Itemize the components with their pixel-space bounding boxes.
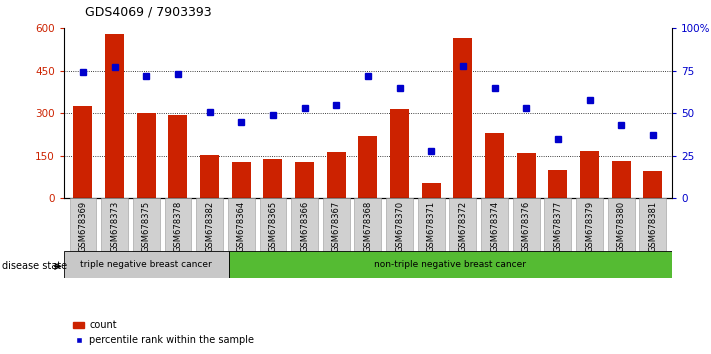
Bar: [105, 34, 124, 198]
Bar: [133, 198, 160, 253]
Bar: [169, 115, 188, 198]
Bar: [264, 159, 282, 198]
Bar: [260, 198, 287, 253]
Bar: [229, 251, 672, 278]
Text: GSM678378: GSM678378: [173, 201, 183, 252]
Bar: [517, 154, 536, 198]
Legend: count, percentile rank within the sample: count, percentile rank within the sample: [69, 316, 258, 349]
Bar: [355, 198, 381, 253]
Text: GSM678375: GSM678375: [141, 201, 151, 252]
Bar: [580, 151, 599, 198]
Text: GSM678368: GSM678368: [363, 201, 373, 252]
Bar: [422, 183, 441, 198]
Text: GSM678364: GSM678364: [237, 201, 246, 252]
Text: GSM678374: GSM678374: [490, 201, 499, 252]
Text: disease state: disease state: [2, 261, 68, 271]
Bar: [295, 162, 314, 198]
Text: GSM678365: GSM678365: [269, 201, 277, 252]
Bar: [101, 198, 128, 253]
Bar: [73, 106, 92, 198]
Bar: [327, 152, 346, 198]
Text: GSM678372: GSM678372: [459, 201, 467, 252]
Text: GSM678380: GSM678380: [616, 201, 626, 252]
Text: GSM678371: GSM678371: [427, 201, 436, 252]
Text: GSM678369: GSM678369: [78, 201, 87, 252]
Text: GSM678382: GSM678382: [205, 201, 214, 252]
Text: GSM678381: GSM678381: [648, 201, 658, 252]
Bar: [358, 136, 378, 198]
Text: GSM678367: GSM678367: [332, 201, 341, 252]
Bar: [164, 198, 191, 253]
Text: GSM678377: GSM678377: [553, 201, 562, 252]
Bar: [454, 38, 472, 198]
Bar: [228, 198, 255, 253]
Bar: [323, 198, 350, 253]
Bar: [137, 113, 156, 198]
Text: triple negative breast cancer: triple negative breast cancer: [80, 260, 212, 269]
Bar: [545, 198, 572, 253]
Bar: [200, 155, 219, 198]
Bar: [548, 170, 567, 198]
Bar: [386, 198, 413, 253]
Bar: [232, 162, 251, 198]
Bar: [481, 198, 508, 253]
Bar: [513, 198, 540, 253]
Text: GSM678370: GSM678370: [395, 201, 404, 252]
Text: GSM678376: GSM678376: [522, 201, 530, 252]
Bar: [639, 198, 666, 253]
Bar: [292, 198, 318, 253]
Bar: [196, 198, 223, 253]
Bar: [611, 161, 631, 198]
Text: GSM678373: GSM678373: [110, 201, 119, 252]
Bar: [70, 198, 97, 253]
Text: GSM678366: GSM678366: [300, 201, 309, 252]
Bar: [449, 198, 476, 253]
Text: GSM678379: GSM678379: [585, 201, 594, 252]
Bar: [576, 198, 603, 253]
Bar: [643, 171, 663, 198]
Text: non-triple negative breast cancer: non-triple negative breast cancer: [374, 260, 526, 269]
Bar: [485, 133, 504, 198]
Bar: [418, 198, 444, 253]
Bar: [390, 109, 409, 198]
Bar: [608, 198, 635, 253]
Text: GDS4069 / 7903393: GDS4069 / 7903393: [85, 5, 212, 18]
Bar: [64, 251, 229, 278]
